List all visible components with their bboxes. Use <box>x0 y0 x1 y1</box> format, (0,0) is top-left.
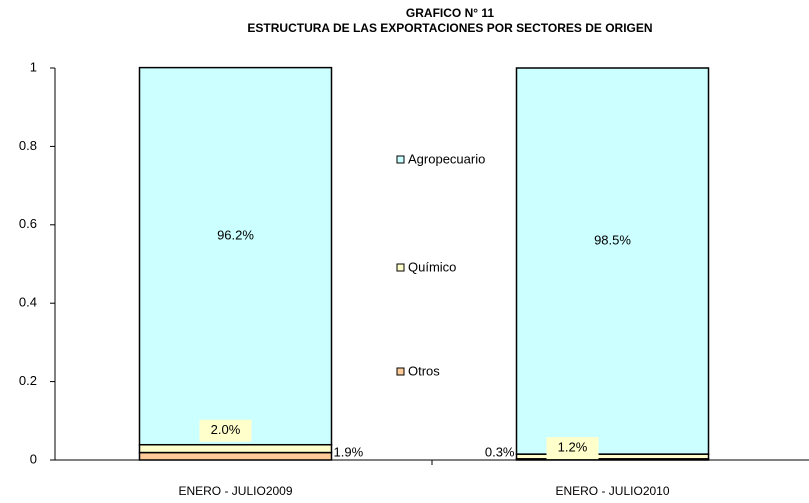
legend-label: Otros <box>408 363 440 378</box>
x-tick-label: ENERO - JULIO2009 <box>178 484 292 498</box>
data-label-box <box>546 437 599 460</box>
y-tick-label: 0.8 <box>19 138 37 153</box>
x-tick-label: ENERO - JULIO2010 <box>555 484 669 498</box>
data-label: 96.2% <box>217 228 254 243</box>
legend-label: Químico <box>408 259 456 274</box>
chart-subtitle: ESTRUCTURA DE LAS EXPORTACIONES POR SECT… <box>247 21 652 35</box>
y-tick-label: 0.6 <box>19 216 37 231</box>
y-tick-label: 0 <box>30 451 37 466</box>
chart-title: GRAFICO N° 11 <box>406 6 494 20</box>
legend-swatch <box>396 155 405 164</box>
bar-segment <box>515 67 710 455</box>
data-label: 0.3% <box>485 444 515 459</box>
data-label: 2.0% <box>211 422 241 437</box>
bar-segment <box>138 451 333 461</box>
data-label: 1.9% <box>334 444 364 459</box>
y-tick-label: 0.2 <box>19 373 37 388</box>
y-tick-label: 1 <box>30 59 37 74</box>
data-label-box <box>199 419 252 442</box>
data-label: 98.5% <box>594 232 631 247</box>
legend-swatch <box>396 367 405 376</box>
y-tick-label: 0.4 <box>19 295 37 310</box>
legend-label: Agropecuario <box>408 151 485 166</box>
data-label: 1.2% <box>558 440 588 455</box>
bar-segment <box>138 443 333 454</box>
bar-segment <box>138 66 333 446</box>
legend-swatch <box>396 263 405 272</box>
